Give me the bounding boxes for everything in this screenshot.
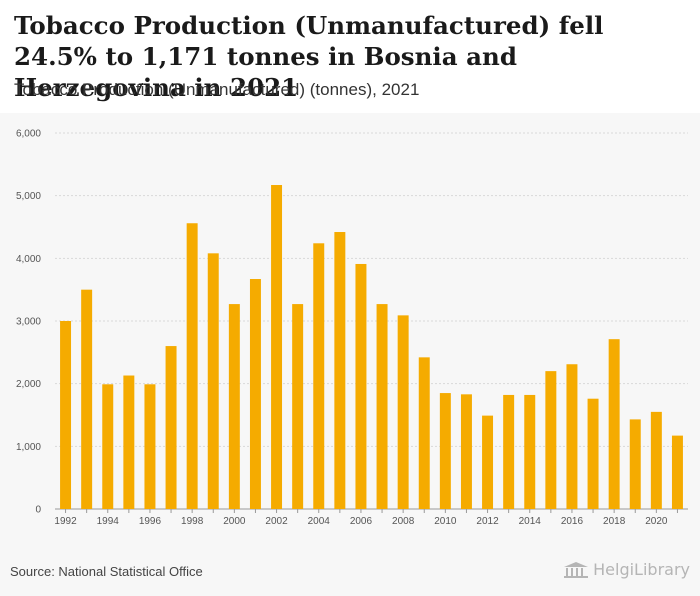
bar [186, 223, 198, 509]
bar [334, 232, 346, 509]
bar [123, 375, 135, 509]
y-tick-label: 6,000 [16, 129, 41, 140]
library-building-icon [564, 561, 589, 578]
y-tick-label: 4,000 [16, 254, 41, 265]
bar-chart: 0 1,000 2,000 3,000 4,000 5,000 6,000 1992 1994 1… [16, 129, 688, 527]
brand-logo[interactable]: HelgiLibrary [563, 560, 690, 579]
bar [60, 321, 72, 509]
bar [503, 394, 515, 509]
x-tick-label: 1998 [181, 516, 204, 527]
bar [482, 415, 494, 509]
x-tick-label: 2018 [603, 516, 626, 527]
x-tick-label: 2020 [645, 516, 668, 527]
bar [376, 304, 388, 509]
bar [292, 304, 304, 509]
header: Tobacco Production (Unmanufactured) fell… [0, 0, 700, 113]
bar [439, 393, 451, 509]
bar [460, 394, 472, 509]
bar [397, 315, 409, 509]
y-tick-label: 1,000 [16, 442, 41, 453]
x-tick-label: 2012 [476, 516, 499, 527]
bar [608, 339, 620, 509]
bar [418, 357, 430, 509]
x-tick-label: 2016 [561, 516, 584, 527]
bar [313, 243, 325, 509]
x-tick-label: 1992 [54, 516, 77, 527]
x-tick-label: 2002 [265, 516, 288, 527]
x-tick-label: 2014 [519, 516, 542, 527]
bar [650, 411, 662, 509]
bar [629, 419, 641, 509]
bar [671, 435, 683, 509]
bar [249, 279, 261, 509]
bar [545, 371, 557, 509]
brand-name: HelgiLibrary [593, 560, 690, 579]
y-tick-label: 5,000 [16, 191, 41, 202]
x-tick-label: 2004 [308, 516, 331, 527]
bar [165, 346, 177, 509]
x-tick-label: 2006 [350, 516, 373, 527]
bar [228, 304, 240, 509]
x-tick-label: 2010 [434, 516, 457, 527]
x-tick-label: 1994 [97, 516, 120, 527]
x-tick-label: 2008 [392, 516, 415, 527]
y-tick-label: 3,000 [16, 317, 41, 328]
bar [81, 289, 93, 509]
y-tick-label: 0 [35, 505, 41, 516]
x-tick-label: 2000 [223, 516, 246, 527]
bar [207, 253, 219, 509]
bar [102, 384, 114, 509]
source-note: Source: National Statistical Office [10, 564, 203, 579]
bar [144, 384, 156, 509]
bar [271, 185, 283, 509]
bar [566, 364, 578, 509]
bar [587, 398, 599, 509]
y-tick-label: 2,000 [16, 379, 41, 390]
bar [524, 394, 536, 509]
bar [355, 263, 367, 509]
x-tick-label: 1996 [139, 516, 162, 527]
chart-subtitle: Tobacco Production (Unmanufactured) (ton… [14, 80, 420, 99]
chart-title: Tobacco Production (Unmanufactured) fell… [14, 11, 604, 102]
